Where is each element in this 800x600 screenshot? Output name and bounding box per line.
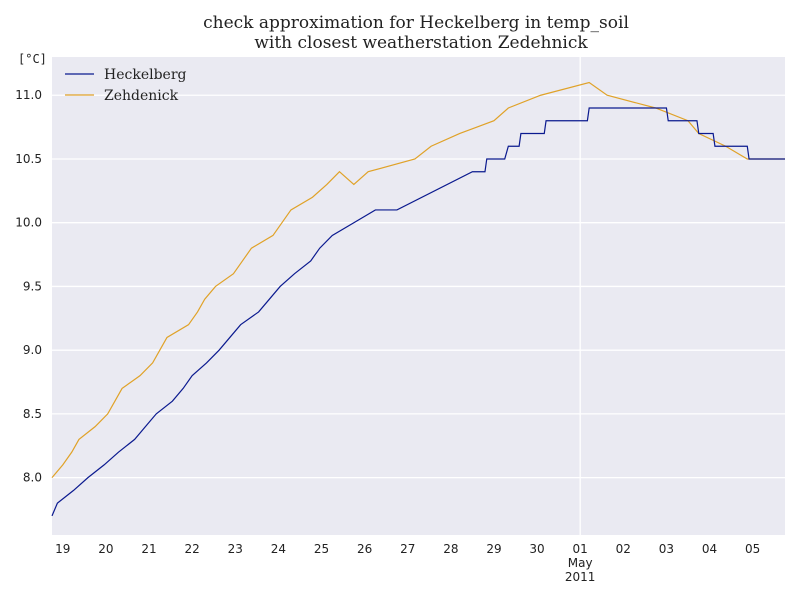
x-tick-label: 21 [141,542,156,556]
grid-lines [52,57,785,535]
x-tick-label: 28 [443,542,458,556]
legend: Heckelberg Zehdenick [65,67,187,104]
x-tick-label: 23 [228,542,243,556]
x-tick-label: 25 [314,542,329,556]
y-tick-label: 9.0 [23,343,42,357]
series-line-zehdenick [51,81,785,479]
x-tick-label: 29 [486,542,501,556]
x-tick-label: 24 [271,542,286,556]
legend-label-zehdenick: Zehdenick [104,88,179,104]
x-tick-label: 20 [98,542,113,556]
y-tick-label: 8.0 [23,471,42,485]
chart-title-line-1: check approximation for Heckelberg in te… [203,13,629,33]
series-layer [51,81,785,517]
x-tick-label: 22 [184,542,199,556]
x-tick-label: 19 [55,542,70,556]
x-tick-label: 02 [616,542,631,556]
x-tick-label: 26 [357,542,372,556]
x-tick-label: 01 May 2011 [565,542,596,584]
y-tick-label: 11.0 [15,88,42,102]
x-tick-label: 27 [400,542,415,556]
y-tick-label: 10.0 [15,216,42,230]
plot-area [52,57,785,535]
legend-label-heckelberg: Heckelberg [104,67,187,83]
x-tick-label: 03 [659,542,674,556]
y-tick-label: 8.5 [23,407,42,421]
y-tick-labels: 8.0 8.5 9.0 9.5 10.0 10.5 11.0 [15,88,42,484]
series-line-heckelberg [51,107,785,517]
x-tick-label: 30 [529,542,544,556]
x-tick-label: 04 [702,542,717,556]
chart-title-line-2: with closest weatherstation Zedehnick [254,33,588,53]
x-tick-label: 05 [745,542,760,556]
y-axis-unit: [°C] [18,52,47,66]
y-tick-label: 10.5 [15,152,42,166]
y-tick-label: 9.5 [23,279,42,293]
x-tick-labels: 19 20 21 22 23 24 25 26 27 28 29 30 01 May 2011 02 03 04 0… [55,542,760,584]
